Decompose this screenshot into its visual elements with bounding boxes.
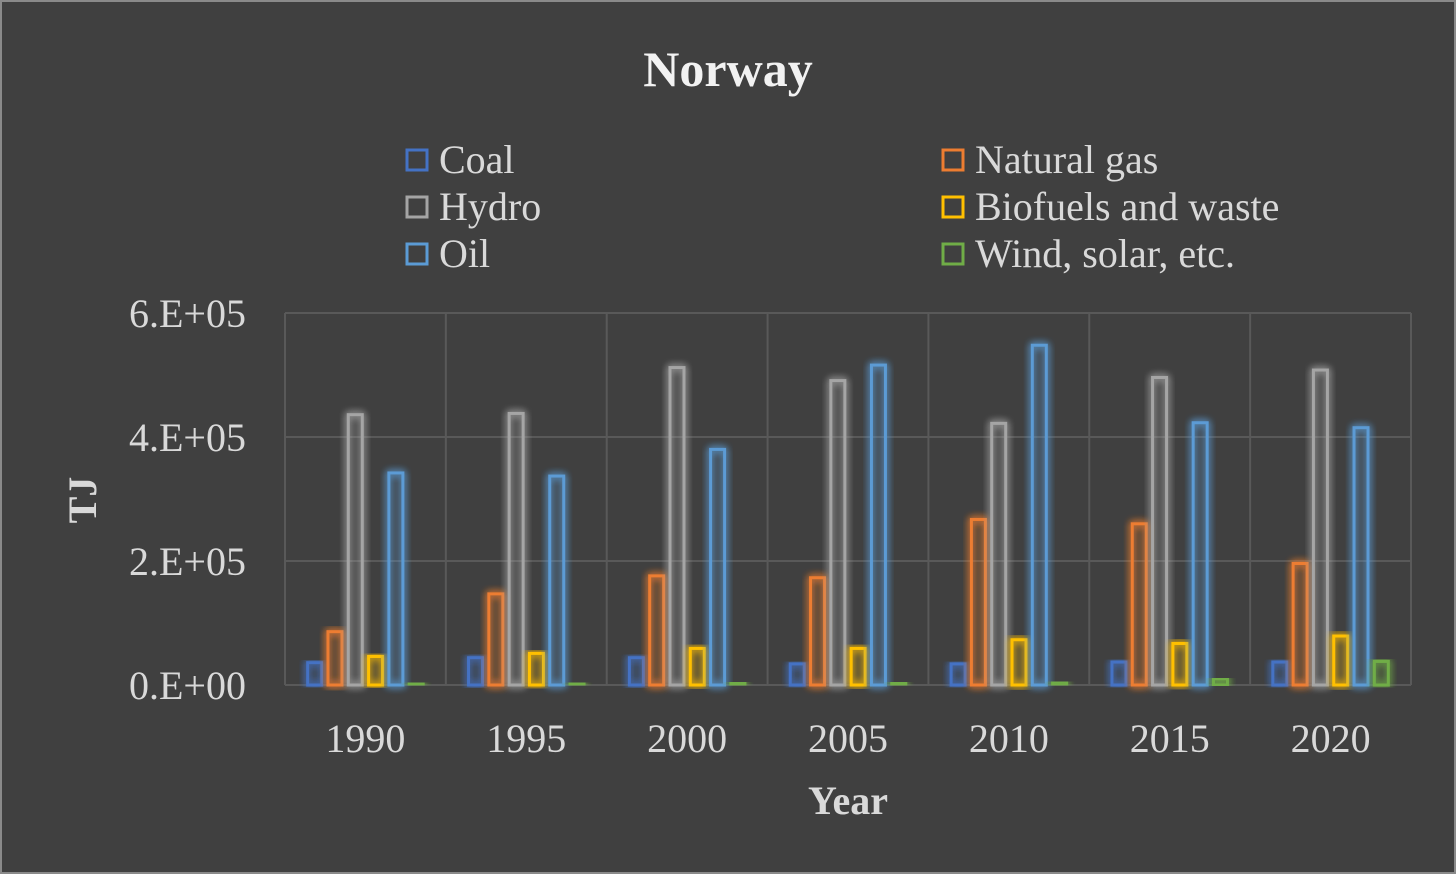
bar xyxy=(1271,660,1289,687)
bar xyxy=(729,681,747,687)
bar xyxy=(467,656,485,687)
legend-swatch xyxy=(941,242,965,266)
x-axis-title: Year xyxy=(808,778,888,823)
legend-item: Biofuels and waste xyxy=(941,184,1279,229)
bar-group xyxy=(1271,368,1390,687)
legend-label: Oil xyxy=(439,231,490,276)
x-tick-label: 2020 xyxy=(1291,716,1371,761)
y-axis-ticks: 0.E+00 2.E+05 4.E+05 6.E+05 xyxy=(129,291,246,708)
y-tick-label: 4.E+05 xyxy=(129,415,246,460)
x-tick-label: 1995 xyxy=(486,716,566,761)
bar xyxy=(990,421,1008,687)
legend-swatch xyxy=(405,148,429,172)
bar xyxy=(1010,638,1028,687)
bar xyxy=(1352,426,1370,687)
bar xyxy=(1110,660,1128,687)
x-tick-label: 2010 xyxy=(969,716,1049,761)
gridlines xyxy=(284,312,1412,686)
bar xyxy=(1030,343,1048,687)
bar xyxy=(849,646,867,687)
bar xyxy=(627,656,645,687)
bar xyxy=(1311,368,1329,687)
legend-swatch xyxy=(405,195,429,219)
bar xyxy=(788,662,806,687)
bar xyxy=(648,574,666,687)
legend-swatch xyxy=(941,195,965,219)
legend-item: Oil xyxy=(405,231,490,276)
legend-label: Wind, solar, etc. xyxy=(975,231,1235,276)
x-tick-label: 1990 xyxy=(325,716,405,761)
y-tick-label: 0.E+00 xyxy=(129,663,246,708)
legend-item: Natural gas xyxy=(941,137,1158,182)
bar xyxy=(890,681,908,687)
legend-label: Natural gas xyxy=(975,137,1158,182)
bar xyxy=(568,681,586,687)
legend-item: Coal xyxy=(405,137,515,182)
legend-label: Biofuels and waste xyxy=(975,184,1279,229)
bar xyxy=(869,363,887,687)
bar-group xyxy=(788,363,908,687)
bar-group xyxy=(627,366,747,687)
bar xyxy=(487,592,505,687)
x-tick-label: 2015 xyxy=(1130,716,1210,761)
bar xyxy=(326,630,344,687)
legend-swatch xyxy=(405,242,429,266)
bar xyxy=(1211,677,1229,687)
legend-item: Hydro xyxy=(405,184,541,229)
legend: Coal Natural gas Hydro Biofuels and waste Oi… xyxy=(405,137,1279,276)
bar xyxy=(829,379,847,687)
y-axis-title: TJ xyxy=(60,477,105,524)
bar xyxy=(527,651,545,687)
x-tick-label: 2005 xyxy=(808,716,888,761)
bar xyxy=(1372,659,1390,687)
bar xyxy=(1191,421,1209,687)
bar xyxy=(809,576,827,687)
bar-group xyxy=(467,411,586,687)
chart-title: Norway xyxy=(643,41,812,97)
y-tick-label: 2.E+05 xyxy=(129,539,246,584)
bar xyxy=(1171,641,1189,687)
bar xyxy=(306,661,324,687)
bar-group xyxy=(1110,375,1229,687)
bar xyxy=(1151,375,1169,687)
legend-swatch xyxy=(941,148,965,172)
bar xyxy=(709,447,727,687)
bar xyxy=(1332,634,1350,687)
bar xyxy=(548,474,566,687)
bar xyxy=(949,662,967,687)
legend-label: Coal xyxy=(439,137,515,182)
bar xyxy=(1291,561,1309,687)
bars xyxy=(306,343,1390,687)
bar xyxy=(407,681,425,687)
bar xyxy=(1130,522,1148,687)
bar-group xyxy=(306,413,425,687)
bar xyxy=(688,646,706,687)
y-tick-label: 6.E+05 xyxy=(129,291,246,336)
bar xyxy=(1051,680,1069,687)
bar xyxy=(387,471,405,687)
legend-label: Hydro xyxy=(439,184,541,229)
bar xyxy=(668,366,686,687)
bar xyxy=(367,654,385,687)
x-axis-ticks: 1990 1995 2000 2005 2010 2015 2020 xyxy=(325,716,1370,761)
x-tick-label: 2000 xyxy=(647,716,727,761)
bar xyxy=(969,517,987,687)
legend-item: Wind, solar, etc. xyxy=(941,231,1235,276)
bar-group xyxy=(949,343,1069,687)
bar xyxy=(346,413,364,687)
bar xyxy=(507,411,525,687)
